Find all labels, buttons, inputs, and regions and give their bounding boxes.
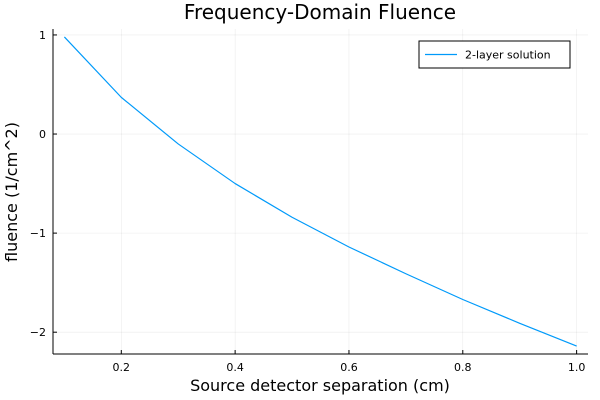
- y-tick-label-1: −1: [30, 227, 46, 240]
- ticks: 0.2 0.4 0.6 0.8 1.0 −2 −1 0 1: [30, 29, 586, 374]
- y-tick-label-0: −2: [30, 326, 46, 339]
- y-tick-label-3: 1: [39, 29, 46, 42]
- chart-title: Frequency-Domain Fluence: [184, 0, 456, 24]
- series-line-0: [63, 36, 577, 347]
- x-tick-label-4: 1.0: [568, 361, 586, 374]
- x-tick-label-1: 0.4: [226, 361, 244, 374]
- axes: [52, 29, 588, 355]
- y-tick-label-2: 0: [39, 128, 46, 141]
- legend: 2-layer solution: [418, 40, 571, 69]
- x-tick-label-0: 0.2: [113, 361, 131, 374]
- y-axis-label: fluence (1/cm^2): [2, 122, 21, 262]
- x-tick-label-3: 0.8: [454, 361, 472, 374]
- legend-label-0: 2-layer solution: [465, 49, 551, 62]
- grid: [53, 29, 588, 354]
- series-layer: [63, 36, 577, 347]
- x-tick-label-2: 0.6: [340, 361, 358, 374]
- x-axis-label: Source detector separation (cm): [190, 376, 450, 395]
